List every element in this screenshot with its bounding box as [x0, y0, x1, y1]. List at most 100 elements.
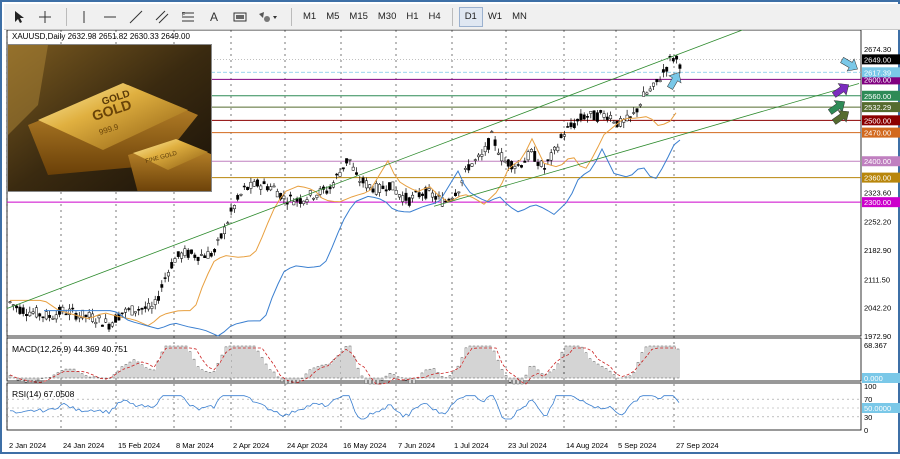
- macd-bar: [629, 376, 631, 378]
- macd-bar: [393, 375, 395, 378]
- candle-body: [633, 113, 635, 114]
- candle-body: [52, 318, 54, 319]
- candle-body: [85, 315, 87, 317]
- candle-body: [342, 168, 344, 169]
- candle-body: [180, 253, 182, 258]
- candle-body: [491, 132, 493, 133]
- candle-body: [534, 151, 536, 161]
- cursor-icon[interactable]: [8, 6, 30, 28]
- date-axis-label: 23 Jul 2024: [508, 441, 547, 450]
- timeframe-m15[interactable]: M15: [344, 7, 372, 27]
- candle-body: [659, 80, 661, 81]
- macd-bar: [521, 378, 523, 384]
- macd-bar: [177, 346, 179, 378]
- candle-body: [167, 272, 169, 276]
- candle-body: [603, 114, 605, 118]
- candle-body: [408, 198, 410, 206]
- macd-bar: [261, 357, 263, 378]
- macd-bar: [121, 367, 123, 378]
- macd-bar: [609, 371, 611, 378]
- macd-bar: [405, 378, 407, 380]
- macd-bar: [165, 346, 167, 378]
- candle-body: [164, 278, 166, 279]
- candle-body: [101, 325, 103, 327]
- macd-bar: [557, 364, 559, 378]
- timeframe-w1[interactable]: W1: [483, 7, 507, 27]
- macd-bar: [253, 346, 255, 378]
- candle-body: [520, 165, 522, 167]
- timeframe-mn[interactable]: MN: [507, 7, 532, 27]
- macd-axis-top: 68.367: [864, 341, 887, 350]
- candle-body: [649, 89, 651, 91]
- candle-body: [161, 284, 163, 287]
- candle-body: [270, 187, 272, 190]
- candle-body: [402, 196, 404, 202]
- macd-bar: [185, 346, 187, 378]
- macd-bar: [497, 360, 499, 378]
- toolbar-divider: [291, 8, 292, 26]
- macd-bar: [329, 364, 331, 378]
- macd-bar: [493, 351, 495, 378]
- macd-bar: [345, 346, 347, 378]
- macd-bar: [525, 375, 527, 378]
- candle-body: [253, 182, 255, 187]
- timeframe-m5[interactable]: M5: [321, 7, 344, 27]
- macd-bar: [533, 366, 535, 378]
- date-axis-label: 16 May 2024: [343, 441, 386, 450]
- horizontal-line-icon[interactable]: [99, 6, 121, 28]
- toolbar-divider: [452, 8, 453, 26]
- macd-bar: [137, 362, 139, 378]
- timeframe-m1[interactable]: M1: [298, 7, 321, 27]
- candle-body: [477, 155, 479, 157]
- macd-bar: [85, 376, 87, 378]
- candle-body: [223, 227, 225, 234]
- candle-body: [425, 188, 427, 199]
- vertical-line-icon[interactable]: [73, 6, 95, 28]
- candle-body: [464, 168, 466, 169]
- macd-bar: [149, 369, 151, 378]
- candle-body: [560, 134, 562, 137]
- macd-bar: [157, 361, 159, 378]
- candle-body: [540, 161, 542, 167]
- label-icon[interactable]: [229, 6, 251, 28]
- candle-body: [210, 253, 212, 256]
- rsi-axis-label: 50.0000: [864, 404, 891, 413]
- candle-body: [527, 152, 529, 160]
- macd-bar: [269, 370, 271, 378]
- trendline-icon[interactable]: [125, 6, 147, 28]
- rsi-title: RSI(14) 67.0508: [12, 389, 74, 399]
- macd-bar: [561, 352, 563, 378]
- candle-body: [108, 324, 110, 329]
- candle-body: [309, 190, 311, 195]
- candle-body: [243, 186, 245, 187]
- shapes-icon[interactable]: [255, 6, 281, 28]
- candle-body: [543, 168, 545, 169]
- fibonacci-icon[interactable]: F: [177, 6, 199, 28]
- candle-body: [204, 256, 206, 258]
- candle-body: [639, 104, 641, 105]
- macd-bar: [553, 370, 555, 378]
- candle-body: [418, 193, 420, 197]
- timeframe-h1[interactable]: H1: [401, 7, 423, 27]
- macd-bar: [597, 364, 599, 378]
- macd-bar: [677, 349, 679, 378]
- macd-bar: [449, 376, 451, 379]
- candle-body: [230, 208, 232, 211]
- candle-body: [596, 113, 598, 122]
- date-axis-label: 15 Feb 2024: [118, 441, 160, 450]
- channel-lower-line: [434, 83, 859, 206]
- date-axis-label: 24 Apr 2024: [287, 441, 327, 450]
- price-axis-label: 2182.90: [864, 246, 891, 255]
- timeframe-d1[interactable]: D1: [459, 7, 483, 27]
- timeframe-m30[interactable]: M30: [373, 7, 401, 27]
- crosshair-icon[interactable]: [34, 6, 56, 28]
- candle-body: [679, 65, 681, 69]
- channel-icon[interactable]: [151, 6, 173, 28]
- macd-bar: [665, 346, 667, 378]
- macd-bar: [461, 358, 463, 378]
- macd-bar: [549, 372, 551, 378]
- timeframe-h4[interactable]: H4: [424, 7, 446, 27]
- text-tool-button[interactable]: A: [203, 6, 225, 28]
